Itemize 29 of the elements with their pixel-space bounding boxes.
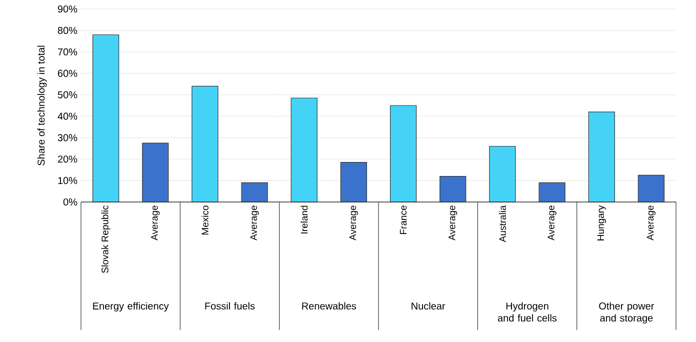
y-axis-title: Share of technology in total <box>37 46 47 166</box>
y-tick-label: 10% <box>58 177 78 184</box>
text: Other power and storage <box>599 302 654 324</box>
x-tick-label: Mexico <box>201 206 208 235</box>
y-tick-label: 90% <box>58 5 78 13</box>
y-tick-label: 0% <box>63 198 78 206</box>
y-tick-label: 40% <box>58 112 78 120</box>
text: Renewables <box>302 302 356 310</box>
y-tick-label: 20% <box>58 156 78 163</box>
x-tick-label: Ireland <box>300 206 308 234</box>
x-tick-label: Hungary <box>597 205 606 240</box>
x-tick-label: Average <box>548 206 556 240</box>
y-tick-label: 70% <box>58 48 78 56</box>
x-tick-label: Average <box>448 206 458 240</box>
y-tick-label: 60% <box>58 70 78 77</box>
text: Fossil fuels <box>205 302 255 310</box>
text: Hydrogen and fuel cells <box>498 302 557 322</box>
x-tick-label: Slovak Republic <box>101 205 110 273</box>
text: Nuclear <box>412 302 446 310</box>
x-tick-label: Average <box>349 206 358 240</box>
x-tick-label: Average <box>646 206 656 240</box>
text: Energy efficiency <box>93 302 169 312</box>
y-tick-label: 50% <box>58 91 78 98</box>
y-tick-label: 30% <box>58 134 78 142</box>
x-tick-label: Average <box>250 206 259 240</box>
y-tick-label: 80% <box>58 26 78 34</box>
x-tick-label: France <box>400 206 407 234</box>
x-tick-label: Australia <box>498 205 506 242</box>
x-tick-label: Average <box>151 206 160 240</box>
